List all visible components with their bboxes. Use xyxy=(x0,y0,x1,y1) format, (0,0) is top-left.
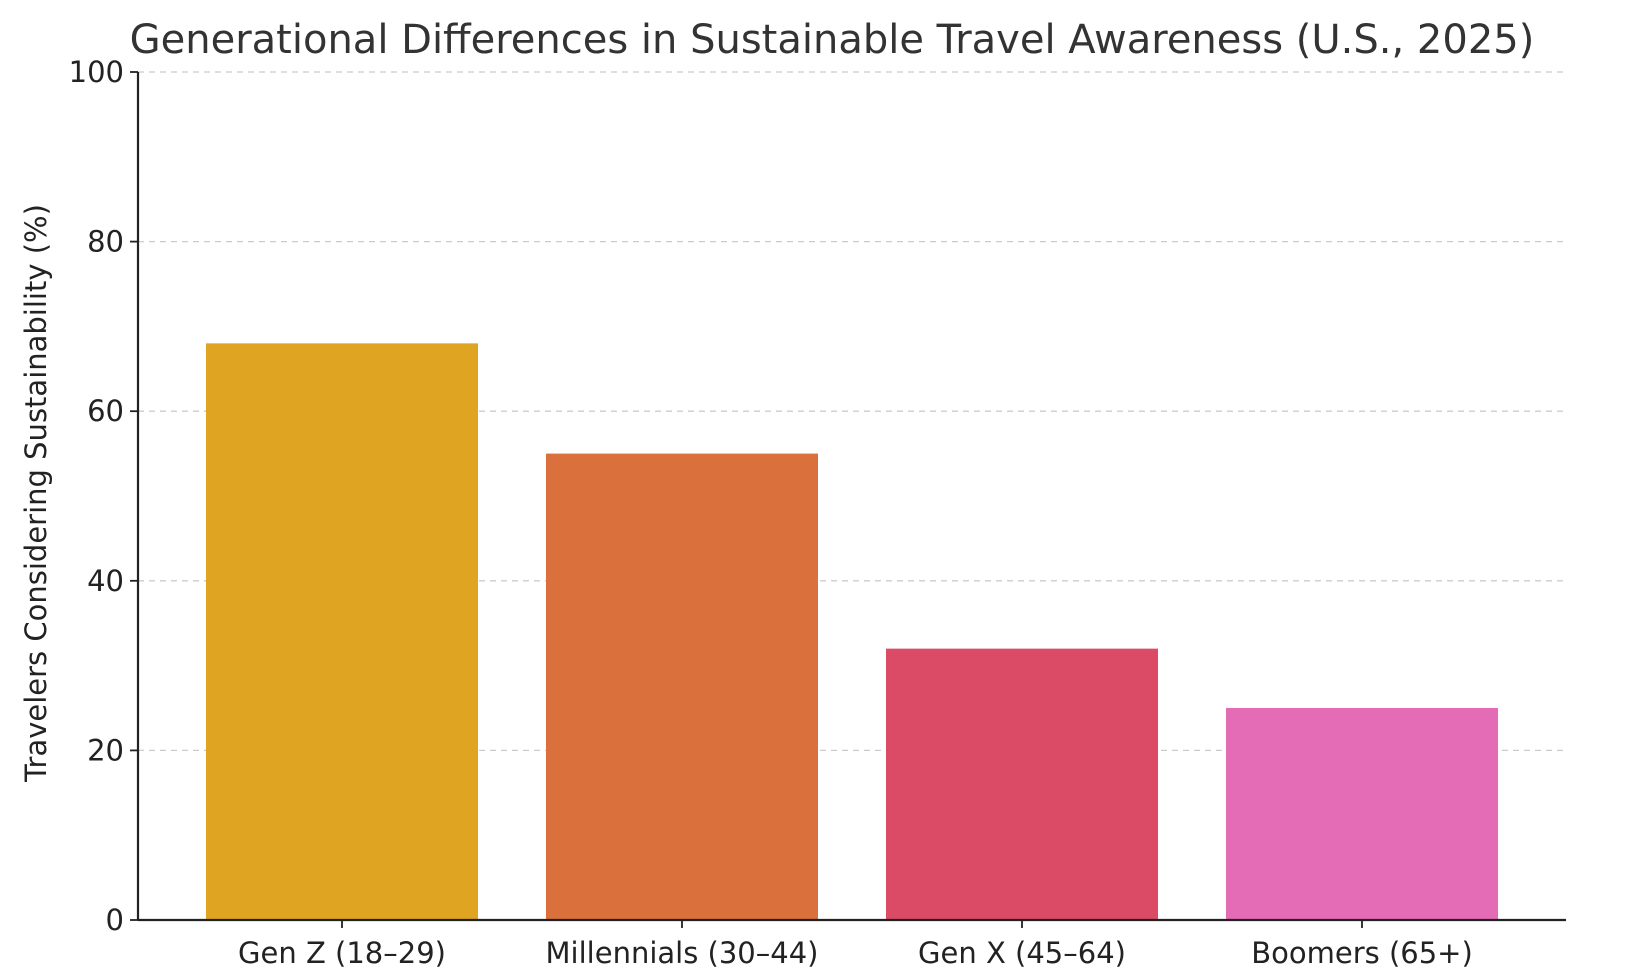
bar xyxy=(886,648,1158,920)
x-axis-ticks: Gen Z (18–29) Millennials (30–44) Gen X (4… xyxy=(238,920,1473,970)
y-tick-label: 20 xyxy=(87,733,124,767)
bar xyxy=(1226,708,1498,920)
y-tick-label: 100 xyxy=(69,55,124,89)
bar xyxy=(206,343,478,920)
bar xyxy=(546,453,818,920)
bars xyxy=(206,343,1498,920)
y-tick-label: 40 xyxy=(87,564,124,598)
x-tick-label: Millennials (30–44) xyxy=(546,936,819,970)
x-tick-label: Boomers (65+) xyxy=(1251,936,1473,970)
y-tick-label: 80 xyxy=(87,225,124,259)
axes xyxy=(136,72,1566,922)
x-tick-label: Gen Z (18–29) xyxy=(238,936,446,970)
x-tick-label: Gen X (45–64) xyxy=(918,936,1126,970)
y-axis-ticks: 0 20 40 60 80 100 xyxy=(69,55,138,937)
y-tick-label: 60 xyxy=(87,394,124,428)
y-axis-label: Travelers Considering Sustainability (%) xyxy=(19,204,53,783)
chart-title: Generational Differences in Sustainable … xyxy=(130,17,1535,63)
y-tick-label: 0 xyxy=(106,903,124,937)
